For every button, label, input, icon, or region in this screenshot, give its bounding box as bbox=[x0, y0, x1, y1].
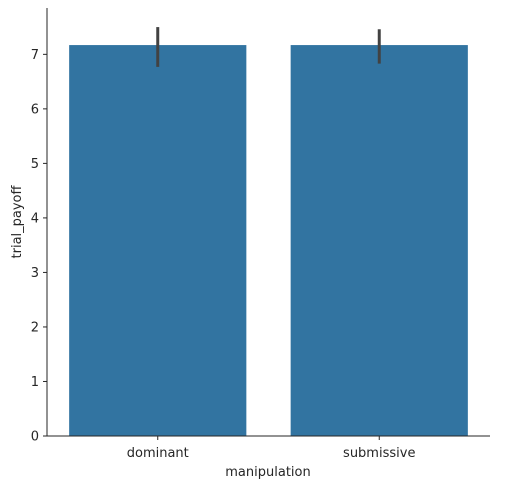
y-ticks-group: 0 1 2 3 4 5 6 7 bbox=[31, 48, 47, 445]
x-axis-label: manipulation bbox=[225, 465, 310, 480]
y-tick-label: 2 bbox=[31, 320, 39, 335]
y-tick-label: 5 bbox=[31, 157, 39, 172]
y-tick-label: 7 bbox=[31, 48, 39, 63]
y-tick-label: 6 bbox=[31, 102, 39, 117]
bar-submissive bbox=[290, 45, 468, 436]
x-tick-label: submissive bbox=[343, 446, 415, 461]
y-tick-label: 0 bbox=[31, 430, 39, 445]
x-tick-label: dominant bbox=[127, 446, 189, 461]
y-tick-label: 4 bbox=[31, 211, 39, 226]
y-axis-label: trial_payoff bbox=[10, 184, 25, 258]
bar-dominant bbox=[69, 45, 247, 436]
y-tick-label: 1 bbox=[31, 375, 39, 390]
bars-group bbox=[69, 45, 468, 436]
error-bars-group bbox=[156, 27, 381, 67]
y-tick-label: 3 bbox=[31, 266, 39, 281]
x-ticks-group: dominant submissive bbox=[127, 436, 415, 461]
